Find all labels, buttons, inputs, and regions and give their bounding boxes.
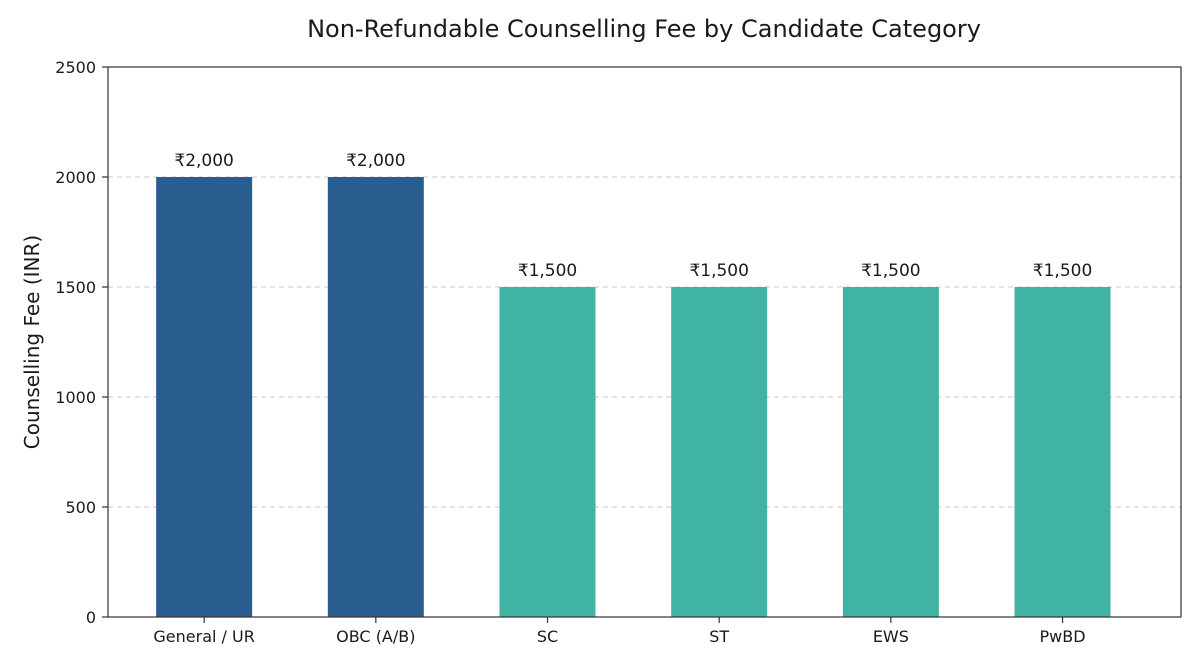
bar bbox=[499, 287, 596, 617]
chart-title: Non-Refundable Counselling Fee by Candid… bbox=[307, 15, 981, 43]
data-labels: ₹2,000 ₹2,000 ₹1,500 ₹1,500 ₹1,500 ₹1,500 bbox=[174, 151, 1092, 281]
y-tick-label: 1000 bbox=[55, 388, 96, 407]
bar-value-label: ₹1,500 bbox=[689, 261, 748, 281]
x-tick-label: SC bbox=[537, 627, 558, 646]
bar-value-label: ₹2,000 bbox=[174, 151, 233, 171]
bar bbox=[327, 177, 424, 617]
bars bbox=[156, 177, 1111, 617]
axes: 0 500 1000 1500 2000 2500 General / UR OBC (A/B… bbox=[55, 58, 1182, 646]
y-tick-label: 2000 bbox=[55, 168, 96, 187]
x-tick-label: PwBD bbox=[1040, 627, 1086, 646]
y-tick-label: 0 bbox=[86, 608, 96, 627]
x-tick-label: General / UR bbox=[153, 627, 254, 646]
bar bbox=[842, 287, 939, 617]
y-axis-label: Counselling Fee (INR) bbox=[20, 235, 44, 449]
bar bbox=[1014, 287, 1111, 617]
bar-value-label: ₹2,000 bbox=[346, 151, 405, 171]
bar bbox=[156, 177, 253, 617]
bar bbox=[671, 287, 768, 617]
x-tick-label: EWS bbox=[873, 627, 909, 646]
grid-lines bbox=[108, 176, 1181, 508]
bar-value-label: ₹1,500 bbox=[861, 261, 920, 281]
plot-frame bbox=[107, 66, 1182, 618]
y-tick-label: 500 bbox=[65, 498, 96, 517]
x-tick-label: OBC (A/B) bbox=[336, 627, 415, 646]
bar-value-label: ₹1,500 bbox=[1033, 261, 1092, 281]
bar-value-label: ₹1,500 bbox=[518, 261, 577, 281]
y-tick-label: 1500 bbox=[55, 278, 96, 297]
y-tick-label: 2500 bbox=[55, 58, 96, 77]
x-tick-label: ST bbox=[709, 627, 729, 646]
